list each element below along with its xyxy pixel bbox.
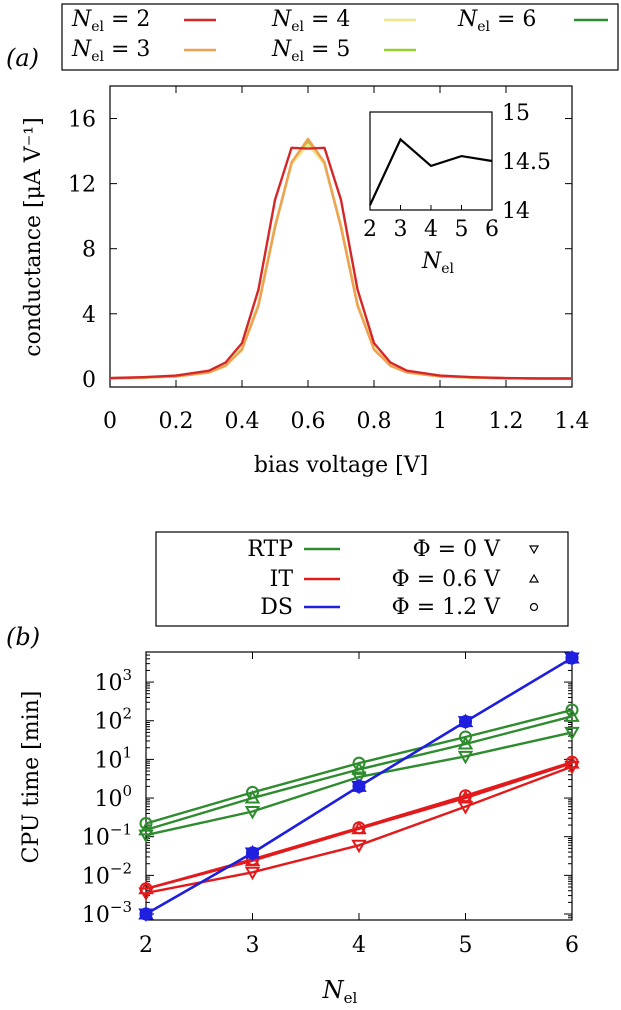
marker-circle — [352, 756, 366, 770]
panel-a-axes: 0 0.2 0.4 0.6 0.8 1 1.2 1.4 0 4 8 12 16 — [68, 85, 590, 434]
legend-bias-2: Φ = 1.2 V — [392, 595, 501, 620]
y-tick-label: 102 — [94, 705, 132, 735]
marker-triangle-up — [457, 735, 474, 750]
x-tick-label: 2 — [139, 933, 153, 958]
marker-triangle-down — [564, 726, 580, 741]
y-tick-label: 16 — [68, 108, 96, 133]
legend-label-nel-2: Nel = 2 — [71, 7, 150, 35]
marker-circle — [459, 789, 472, 803]
inset-x-tick-label: 2 — [363, 217, 377, 242]
x-tick-label: 6 — [565, 933, 579, 958]
inset-xlabel: Nel — [421, 249, 455, 277]
series-line-it — [145, 765, 573, 895]
ds-point — [246, 846, 259, 860]
x-tick-label: 0.2 — [159, 409, 194, 434]
legend-label-nel-3: Nel = 3 — [71, 37, 150, 65]
y-tick-label: 8 — [82, 238, 96, 263]
panel-b-legend: RTP IT DS Φ = 0 V Φ = 0.6 V Φ = 1.2 V — [155, 531, 569, 627]
conductance-curve-2 — [109, 146, 573, 380]
marker-circle — [352, 821, 366, 835]
x-tick-label: 1 — [433, 409, 447, 434]
panel-b-xlabel: Nel — [322, 976, 358, 1007]
marker-circle — [246, 785, 259, 799]
x-tick-label: 0 — [103, 409, 117, 434]
marker-triangle-down — [457, 750, 474, 765]
marker-circle — [139, 882, 153, 896]
conductance-curve-6 — [109, 141, 572, 380]
legend-method-ds: DS — [260, 595, 293, 620]
marker-triangle-down — [351, 839, 367, 854]
y-tick-label: 103 — [94, 666, 132, 696]
x-tick-label: 0.4 — [225, 409, 260, 434]
legend-label-nel-4: Nel = 4 — [271, 7, 350, 35]
y-tick-label: 10−2 — [82, 859, 132, 889]
marker-triangle-down — [244, 805, 261, 820]
inset-x-tick-label: 5 — [455, 217, 469, 242]
y-tick-label: 10−3 — [82, 898, 132, 928]
panel-a-legend-box — [61, 3, 619, 71]
panel-b: (b) RTP IT DS Φ = 0 V Φ = 0.6 V Φ = 1.2 V 2 3 4… — [6, 531, 580, 1007]
inset-y-tick-label: 14 — [502, 199, 530, 224]
y-tick-label: 12 — [68, 173, 96, 198]
x-tick-label: 3 — [246, 933, 260, 958]
y-tick-label: 100 — [94, 782, 132, 812]
series-line-it — [145, 760, 573, 890]
panel-b-axes: 2 3 4 5 6 10−3 10−2 10−1 100 101 102 103 — [82, 649, 580, 958]
inset-x-tick-label: 4 — [424, 217, 438, 242]
panel-b-ylabel: CPU time [min] — [19, 691, 44, 864]
x-tick-label: 5 — [459, 933, 473, 958]
ds-point — [139, 907, 153, 921]
inset-x-tick-label: 3 — [394, 217, 408, 242]
marker-triangle-down — [244, 866, 261, 881]
panel-b-legend-box — [155, 531, 569, 627]
x-tick-label: 1.4 — [555, 409, 590, 434]
panel-a-inset: 2 3 4 5 614 14.5 15 Nel — [363, 101, 551, 277]
x-tick-label: 0.6 — [291, 409, 326, 434]
inset-y-tick-label: 15 — [502, 101, 530, 126]
x-tick-label: 4 — [352, 933, 366, 958]
legend-bias-0: Φ = 0 V — [413, 537, 501, 562]
y-tick-label: 10−1 — [82, 821, 132, 851]
series-line-rtp — [145, 731, 573, 837]
inset-frame — [369, 111, 493, 211]
panel-a-frame — [109, 85, 573, 388]
ds-point — [459, 715, 472, 729]
marker-triangle-down — [138, 829, 154, 844]
legend-method-rtp: RTP — [247, 537, 293, 562]
legend-marker-triangle-up — [528, 573, 540, 583]
legend-bias-1: Φ = 0.6 V — [392, 567, 501, 592]
ds-point — [565, 651, 579, 665]
series-line-rtp — [145, 708, 573, 825]
x-tick-label: 1.2 — [489, 409, 524, 434]
x-tick-label: 0.8 — [357, 409, 392, 434]
conductance-curve-5 — [109, 140, 572, 380]
legend-label-nel-5: Nel = 5 — [271, 37, 350, 65]
inset-x-tick-label: 6 — [485, 217, 499, 242]
legend-marker-circle — [529, 602, 539, 612]
panel-a-ylabel: conductance [μA V⁻¹] — [21, 117, 46, 356]
marker-circle — [565, 703, 579, 717]
panel-b-label: (b) — [6, 623, 40, 651]
legend-marker-triangle-down — [528, 545, 540, 555]
ds-point — [352, 779, 366, 793]
y-tick-label: 101 — [94, 743, 132, 773]
marker-triangle-down — [351, 771, 367, 786]
marker-circle — [565, 755, 579, 769]
marker-circle — [459, 730, 472, 744]
legend-label-nel-6: Nel = 6 — [457, 7, 536, 35]
panel-a-xlabel: bias voltage [V] — [254, 453, 428, 478]
marker-circle — [139, 816, 153, 830]
panel-a-label: (a) — [6, 44, 39, 72]
y-tick-label: 4 — [82, 303, 96, 328]
y-tick-label: 0 — [82, 368, 96, 393]
legend-method-it: IT — [270, 567, 294, 592]
conductance-curve-4 — [109, 143, 572, 380]
inset-y-tick-label: 14.5 — [502, 150, 551, 175]
inset-line — [369, 137, 493, 206]
